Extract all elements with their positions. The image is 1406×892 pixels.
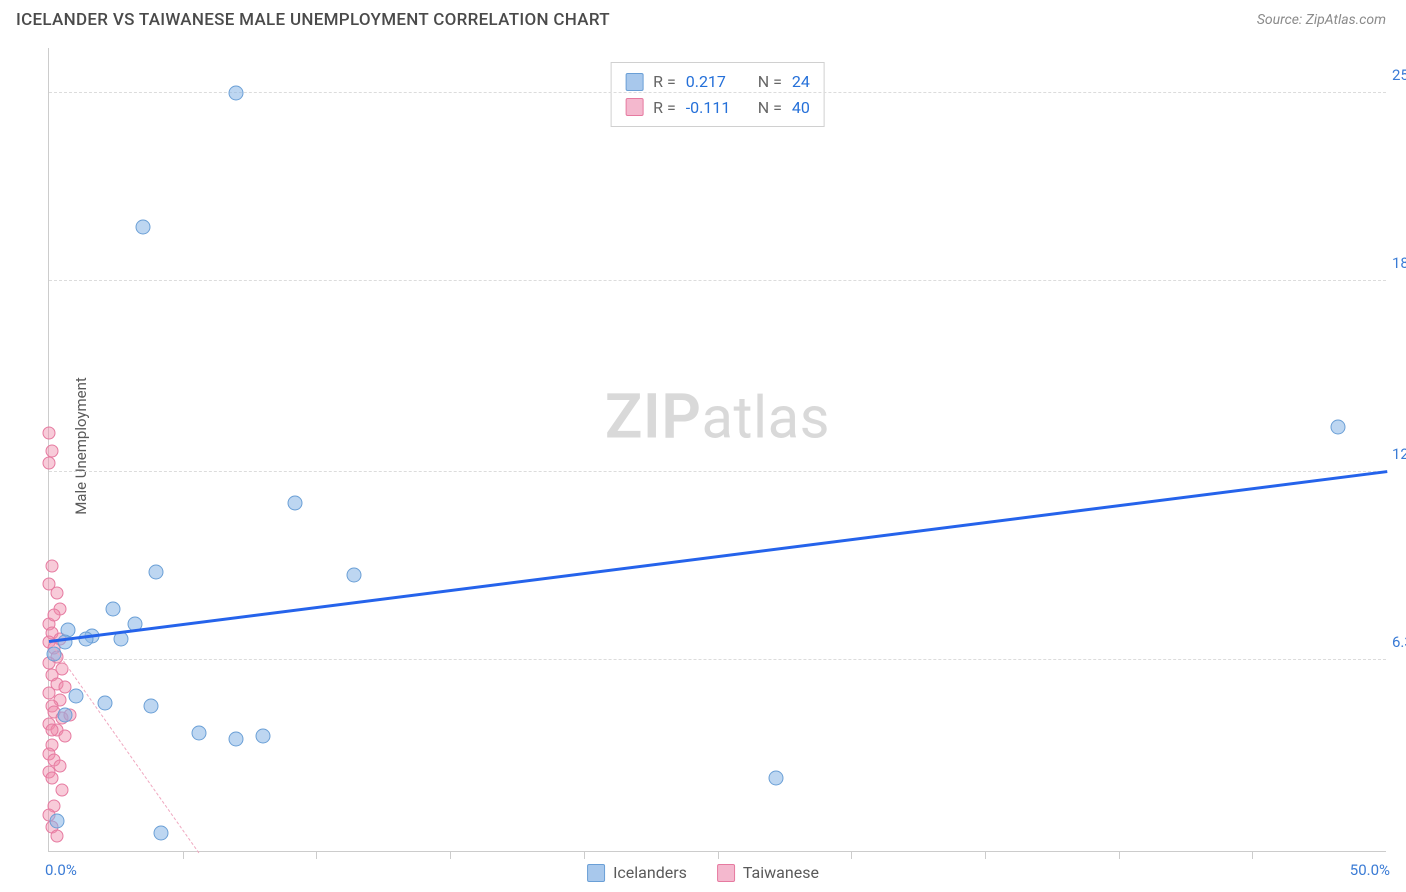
x-tick [985, 851, 986, 859]
swatch-blue-icon [587, 864, 605, 882]
n-value-pink: 40 [792, 95, 810, 121]
scatter-point-pink [45, 723, 58, 736]
legend-label-taiwanese: Taiwanese [743, 863, 819, 882]
swatch-pink-icon [625, 98, 643, 116]
r-label: R = [653, 95, 676, 121]
gridline [49, 659, 1386, 660]
x-max-label: 50.0% [1350, 861, 1390, 879]
n-label: N = [758, 69, 782, 95]
trendline-pink [49, 640, 200, 853]
scatter-point-blue [148, 565, 163, 580]
x-tick [316, 851, 317, 859]
y-tick-label: 6.3% [1392, 633, 1406, 651]
watermark: ZIPatlas [605, 381, 830, 454]
legend-stats: R = 0.217 N = 24 R = -0.111 N = 40 [610, 62, 825, 127]
gridline [49, 92, 1386, 93]
x-min-label: 0.0% [45, 861, 77, 879]
legend-stats-row-blue: R = 0.217 N = 24 [625, 69, 810, 95]
chart-source: Source: ZipAtlas.com [1257, 12, 1386, 28]
scatter-point-pink [51, 829, 64, 842]
scatter-point-pink [45, 772, 58, 785]
scatter-point-blue [255, 728, 270, 743]
scatter-point-blue [135, 219, 150, 234]
scatter-point-pink [43, 578, 56, 591]
r-label: R = [653, 69, 676, 95]
watermark-zip: ZIP [605, 381, 702, 454]
chart-title: ICELANDER VS TAIWANESE MALE UNEMPLOYMENT… [16, 10, 610, 30]
scatter-point-pink [43, 457, 56, 470]
n-value-blue: 24 [792, 69, 810, 95]
legend-item-icelanders: Icelanders [587, 863, 687, 882]
legend-stats-row-pink: R = -0.111 N = 40 [625, 95, 810, 121]
y-tick-label: 25.0% [1392, 66, 1406, 84]
legend-series: Icelanders Taiwanese [587, 863, 819, 882]
scatter-chart: ZIPatlas R = 0.217 N = 24 R = -0.111 N =… [48, 48, 1386, 852]
swatch-blue-icon [625, 73, 643, 91]
swatch-pink-icon [717, 864, 735, 882]
scatter-point-blue [346, 568, 361, 583]
scatter-point-pink [56, 784, 69, 797]
scatter-point-pink [59, 729, 72, 742]
scatter-point-blue [106, 601, 121, 616]
legend-item-taiwanese: Taiwanese [717, 863, 819, 882]
scatter-point-pink [43, 426, 56, 439]
x-tick [851, 851, 852, 859]
scatter-point-blue [58, 707, 73, 722]
x-tick [718, 851, 719, 859]
r-value-pink: -0.111 [686, 95, 742, 121]
source-name: ZipAtlas.com [1306, 12, 1386, 28]
scatter-point-blue [143, 698, 158, 713]
scatter-point-blue [288, 495, 303, 510]
x-tick [1119, 851, 1120, 859]
x-tick [183, 851, 184, 859]
y-tick-label: 18.8% [1392, 254, 1406, 272]
watermark-atlas: atlas [702, 385, 831, 453]
trendline-blue [49, 470, 1387, 643]
legend-label-icelanders: Icelanders [613, 863, 687, 882]
x-tick [584, 851, 585, 859]
scatter-point-pink [45, 560, 58, 573]
chart-header: ICELANDER VS TAIWANESE MALE UNEMPLOYMENT… [0, 0, 1406, 38]
scatter-point-blue [229, 86, 244, 101]
scatter-point-blue [50, 813, 65, 828]
x-tick [450, 851, 451, 859]
scatter-point-pink [45, 445, 58, 458]
scatter-point-blue [154, 825, 169, 840]
scatter-point-blue [229, 731, 244, 746]
scatter-point-blue [769, 771, 784, 786]
source-prefix: Source: [1257, 12, 1302, 28]
scatter-point-pink [48, 608, 61, 621]
x-tick [1252, 851, 1253, 859]
r-value-blue: 0.217 [686, 69, 742, 95]
scatter-point-blue [98, 695, 113, 710]
scatter-point-blue [191, 725, 206, 740]
gridline [49, 280, 1386, 281]
gridline [49, 471, 1386, 472]
y-tick-label: 12.5% [1392, 445, 1406, 463]
scatter-point-blue [1330, 419, 1345, 434]
scatter-point-blue [68, 689, 83, 704]
n-label: N = [758, 95, 782, 121]
